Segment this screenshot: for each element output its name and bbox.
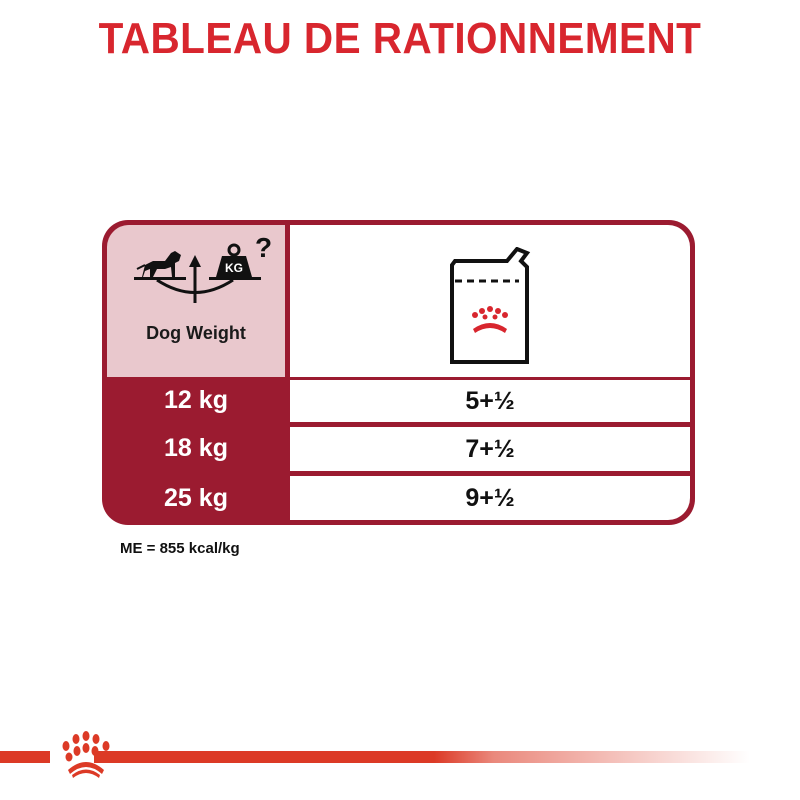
wet-food-pouch-icon	[450, 247, 531, 364]
page-title: TABLEAU DE RATIONNEMENT	[98, 14, 702, 63]
row-weight: 12 kg	[164, 386, 228, 414]
header-dog-weight: KG ? Dog Weight	[107, 225, 285, 377]
dog-on-scale-icon: KG ?	[134, 232, 272, 303]
footer-bar	[94, 751, 494, 763]
row-pouches: 7+½	[290, 427, 690, 471]
kg-label: KG	[225, 261, 243, 275]
row-pouches: 9+½	[290, 476, 690, 520]
footer-bar-fade	[494, 751, 750, 763]
row-weight: 18 kg	[164, 434, 228, 462]
energy-footnote: ME = 855 kcal/kg	[120, 540, 240, 557]
row-weight: 25 kg	[164, 484, 228, 512]
feeding-table: KG ? Dog Weight 12 kg 5+½ 18 kg 7+½ 25 k…	[102, 220, 695, 525]
header-food	[290, 225, 690, 377]
row-pouches: 5+½	[290, 380, 690, 422]
svg-text:?: ?	[255, 232, 272, 263]
footer-bar-left	[0, 751, 50, 763]
dog-weight-label: Dog Weight	[146, 323, 246, 343]
royal-canin-crown-logo	[62, 731, 110, 778]
